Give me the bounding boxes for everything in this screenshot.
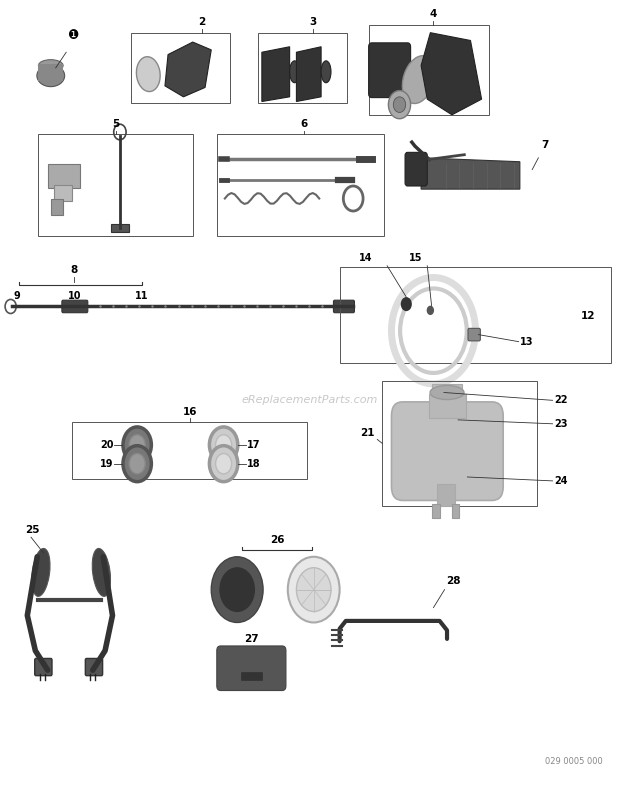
- Polygon shape: [421, 158, 520, 189]
- Circle shape: [288, 557, 340, 623]
- Text: ❶: ❶: [67, 29, 78, 42]
- Bar: [51, 199, 63, 215]
- FancyBboxPatch shape: [468, 328, 481, 341]
- Text: eReplacementParts.com: eReplacementParts.com: [242, 396, 378, 405]
- Bar: [432, 503, 440, 517]
- Text: 20: 20: [100, 440, 113, 450]
- Text: 23: 23: [554, 418, 567, 429]
- Polygon shape: [421, 33, 482, 115]
- Text: 26: 26: [270, 535, 285, 545]
- Text: 7: 7: [541, 140, 549, 150]
- Circle shape: [393, 97, 405, 112]
- Circle shape: [210, 446, 238, 482]
- Ellipse shape: [38, 60, 63, 71]
- Bar: [428, 394, 466, 418]
- Ellipse shape: [430, 385, 464, 400]
- FancyBboxPatch shape: [62, 300, 88, 312]
- Text: 19: 19: [100, 458, 113, 469]
- Text: 8: 8: [71, 265, 78, 276]
- Circle shape: [211, 557, 263, 623]
- Text: 9: 9: [14, 290, 20, 301]
- Circle shape: [401, 297, 412, 311]
- FancyBboxPatch shape: [405, 152, 427, 186]
- Bar: [241, 672, 262, 680]
- FancyBboxPatch shape: [217, 646, 286, 691]
- Text: 12: 12: [580, 311, 595, 321]
- Text: 029 0005 000: 029 0005 000: [546, 758, 603, 766]
- Text: 10: 10: [68, 290, 81, 301]
- Text: 27: 27: [244, 634, 259, 644]
- Text: 25: 25: [25, 525, 39, 535]
- Circle shape: [123, 427, 151, 463]
- Text: 6: 6: [300, 119, 308, 129]
- Text: 3: 3: [309, 17, 317, 27]
- Bar: [432, 384, 462, 396]
- Bar: [369, 25, 489, 115]
- FancyBboxPatch shape: [86, 659, 103, 676]
- Bar: [54, 185, 73, 201]
- Text: 28: 28: [446, 576, 460, 586]
- Bar: [452, 503, 459, 517]
- Text: 21: 21: [361, 428, 375, 438]
- Circle shape: [5, 299, 16, 313]
- Bar: [38, 134, 193, 236]
- Ellipse shape: [32, 549, 50, 597]
- Text: 13: 13: [520, 337, 533, 347]
- Bar: [340, 268, 611, 363]
- Circle shape: [220, 568, 254, 612]
- Bar: [382, 381, 536, 506]
- Text: 22: 22: [554, 396, 567, 405]
- Polygon shape: [296, 47, 321, 101]
- Polygon shape: [262, 47, 290, 101]
- Ellipse shape: [92, 549, 110, 597]
- Text: 2: 2: [198, 17, 206, 27]
- Text: 17: 17: [247, 440, 260, 450]
- Ellipse shape: [136, 57, 160, 92]
- Ellipse shape: [290, 61, 299, 82]
- Bar: [218, 134, 384, 236]
- Circle shape: [216, 435, 232, 455]
- Text: 15: 15: [409, 254, 423, 264]
- Circle shape: [296, 568, 331, 612]
- Circle shape: [123, 446, 151, 482]
- Text: 5: 5: [112, 119, 119, 129]
- FancyBboxPatch shape: [334, 300, 355, 312]
- Text: 14: 14: [359, 254, 372, 264]
- Ellipse shape: [37, 64, 64, 86]
- Text: 16: 16: [182, 407, 197, 417]
- Polygon shape: [165, 42, 211, 97]
- Bar: [73, 422, 307, 479]
- Ellipse shape: [321, 61, 331, 82]
- Circle shape: [129, 435, 145, 455]
- Bar: [48, 164, 80, 188]
- Bar: [436, 484, 455, 506]
- Text: 11: 11: [135, 290, 149, 301]
- Text: 24: 24: [554, 476, 567, 486]
- Bar: [131, 33, 230, 103]
- Circle shape: [129, 454, 145, 474]
- Ellipse shape: [402, 56, 435, 104]
- Bar: [38, 64, 63, 81]
- Circle shape: [388, 90, 410, 119]
- Bar: [257, 33, 347, 103]
- FancyBboxPatch shape: [35, 659, 52, 676]
- FancyBboxPatch shape: [391, 402, 503, 501]
- Bar: [111, 225, 128, 232]
- Text: 4: 4: [430, 9, 437, 20]
- Text: 18: 18: [247, 458, 260, 469]
- Circle shape: [210, 427, 238, 463]
- Circle shape: [427, 305, 434, 315]
- Circle shape: [216, 454, 232, 474]
- FancyBboxPatch shape: [369, 43, 410, 97]
